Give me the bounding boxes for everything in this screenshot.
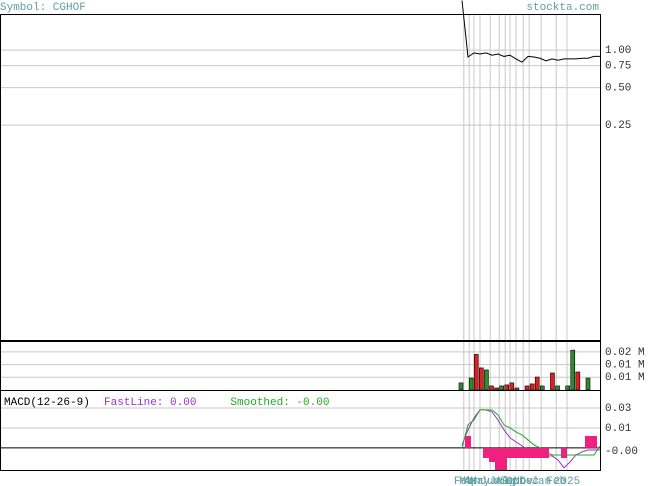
- y-tick-label: 0.75: [605, 61, 631, 73]
- macd-histogram-bar: [483, 447, 489, 459]
- x-tick-label: Feb: [546, 476, 566, 486]
- price-panel: [0, 14, 601, 341]
- volume-bar: [534, 376, 540, 391]
- x-tick-label: May: [470, 476, 490, 486]
- y-tick-label: 0.01 M: [605, 372, 645, 384]
- symbol: Symbol: CGHOF: [0, 2, 86, 14]
- x-tick-label: Apr: [464, 476, 484, 486]
- line: [461, 0, 600, 63]
- x-tick-label: Oct: [506, 476, 526, 486]
- volume-bar: [529, 383, 535, 391]
- volume-bar: [514, 387, 520, 391]
- y-tick-label: 0.01: [605, 423, 632, 435]
- macd-histogram-bar: [519, 447, 525, 459]
- x-tick-label: Jan: [531, 476, 551, 486]
- volume-bar: [504, 384, 510, 391]
- volume-bar: [494, 387, 499, 391]
- legend-entry: FastLine: 0.00: [104, 397, 196, 409]
- x-tick-label: Mar: [459, 476, 479, 486]
- volume-bar: [585, 377, 591, 391]
- macd-histogram-bar: [507, 447, 513, 459]
- macd-title: MACD(12-26-9): [4, 397, 90, 409]
- y-tick-label: 0.25: [605, 120, 631, 132]
- macd-histogram-bar: [537, 447, 543, 459]
- x-tick-label: Feb: [454, 476, 474, 486]
- macd-histogram-bar: [585, 435, 591, 448]
- line: [461, 409, 601, 456]
- x-tick-label: 2025: [554, 476, 580, 486]
- volume-bar: [473, 354, 479, 391]
- x-tick-label: Nov: [513, 476, 533, 486]
- marks: [458, 0, 601, 470]
- y-tick-label: 0.02 M: [605, 347, 645, 359]
- x-tick-label: Sep: [500, 476, 520, 486]
- volume-bar: [484, 369, 489, 391]
- y-tick-label: 1.00: [605, 45, 631, 57]
- volume-bar: [575, 371, 581, 391]
- volume-bar: [555, 385, 560, 391]
- y-tick-label: 0.03: [605, 403, 631, 415]
- macd-histogram-bar: [561, 447, 567, 459]
- volume-bar: [468, 377, 474, 391]
- y-tick-label: -0.00: [605, 446, 638, 458]
- macd-panel: [0, 390, 601, 471]
- macd-histogram-bar: [513, 447, 519, 459]
- volume-bar: [499, 385, 504, 391]
- x-tick-label: Dec: [519, 476, 539, 486]
- y-tick-label: 0.01 M: [605, 360, 645, 372]
- volume-bar: [479, 367, 484, 391]
- grid: [0, 14, 600, 470]
- volume-bar: [550, 372, 555, 391]
- volume-bar: [509, 382, 515, 391]
- macd-histogram-bar: [531, 447, 537, 459]
- volume-bar: [570, 349, 576, 391]
- site: stockta.com: [526, 2, 599, 14]
- macd-histogram-bar: [465, 435, 471, 448]
- volume-bar: [524, 385, 530, 391]
- x-tick-label: Aug: [495, 476, 515, 486]
- macd-histogram-bar: [501, 447, 507, 470]
- y-tick-label: 0.50: [605, 83, 631, 95]
- x-tick-label: Jun: [480, 476, 500, 486]
- volume-bar: [539, 385, 545, 391]
- macd-histogram-bar: [543, 447, 549, 459]
- macd-histogram-bar: [489, 447, 495, 463]
- macd-histogram-bar: [495, 447, 501, 470]
- x-tick-label: Jul: [489, 476, 509, 486]
- volume-bar: [458, 382, 464, 391]
- volume-bar: [565, 385, 570, 391]
- volume-bar: [489, 385, 494, 391]
- macd-histogram-bar: [525, 447, 531, 459]
- legend-entry: Smoothed: -0.00: [230, 397, 329, 409]
- macd-histogram-bar: [591, 435, 597, 448]
